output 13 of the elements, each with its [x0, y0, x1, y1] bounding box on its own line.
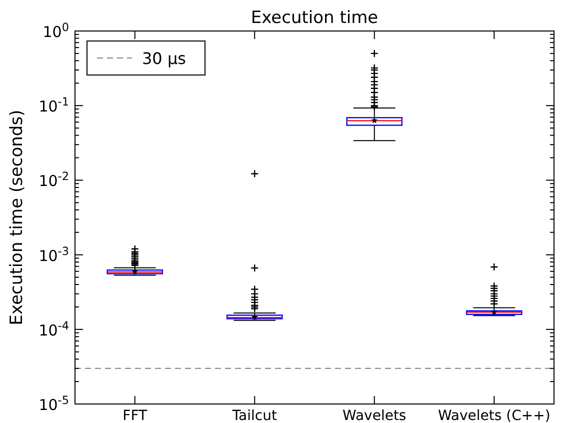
y-tick-label: 10$^{0}$ — [42, 20, 69, 41]
y-tick-label: 10$^{-2}$ — [38, 170, 69, 190]
x-tick-label: Tailcut — [231, 408, 278, 423]
legend-label: 30 μs — [142, 49, 186, 68]
y-axis-title: Execution time (seconds) — [7, 110, 27, 326]
x-tick-label: Wavelets — [342, 408, 406, 423]
x-tick-label: Wavelets (C++) — [438, 408, 550, 423]
y-tick-label: 10$^{-5}$ — [38, 394, 69, 414]
y-tick-label: 10$^{-4}$ — [38, 318, 69, 340]
y-tick-label: 10$^{-3}$ — [38, 244, 69, 265]
x-tick-label: FFT — [122, 408, 148, 423]
y-tick-label: 10$^{-1}$ — [38, 95, 69, 116]
chart-title: Execution time — [250, 8, 378, 28]
